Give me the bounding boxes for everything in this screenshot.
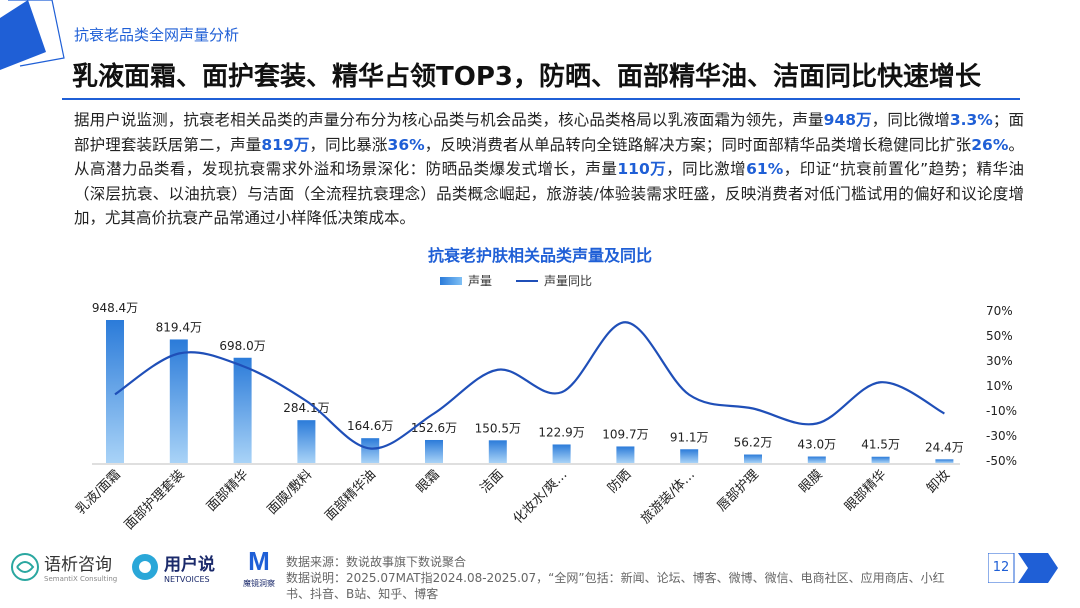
summary-highlight: 3.3% [949,111,993,129]
data-note-line: 数据说明：2025.07MAT指2024.08-2025.07，“全网”包括：新… [286,571,945,601]
y2-tick-label: 70% [986,304,1013,318]
summary-text: ，同比暴涨 [309,135,388,154]
bar-7 [488,440,507,463]
mojing-logo-icon: M [248,546,270,576]
yoy-series-line [114,321,945,450]
chart-title: 抗衰老护肤相关品类声量及同比 [427,246,652,265]
y2-tick-label: 30% [986,354,1013,368]
legend-label-bar: 声量 [468,274,493,288]
legend-item-bar: 声量 [440,272,492,289]
bar-value-label: 43.0万 [797,438,836,452]
data-source-line: 数据来源：数说故事旗下数说聚合 [286,555,467,569]
legend-item-line: 声量同比 [516,272,592,289]
summary-text: ，反映消费者从单品转向全链路解决方案；同时面部精华品类增长稳健同比扩张 [424,135,972,154]
mojing-logo-mark: M [248,548,270,574]
mojing-logo: M 魔镜洞察 [234,546,284,589]
summary-text: ；面部护理套装跃居第二，声量 [74,111,1024,154]
summary-highlight: 26% [971,135,1009,154]
category-tick-label: 卸妆 [924,467,954,497]
legend-label-line: 声量同比 [544,274,593,288]
category-tick-label: 唇部护理 [714,467,761,514]
bar-value-label: 56.2万 [734,436,773,450]
bar-value-label: 698.0万 [219,339,265,353]
bar-value-label: 152.6万 [411,421,457,435]
bar-value-label: 109.7万 [602,427,648,441]
section-title: 抗衰老品类全网声量分析 [74,26,240,44]
bar-11 [744,454,762,463]
bar-10 [680,449,699,463]
y2-tick-label: 10% [986,379,1013,393]
category-tick-label: 面部精华油 [322,467,379,524]
netvoices-logo-icon [132,554,158,580]
page-number: 12 [992,560,1010,575]
summary-text: ，印证“抗衰前置化”趋势；精华油（深层抗衰、以油抗衰）与洁面（全流程抗衰理念）品… [74,160,1024,227]
bar-3 [233,357,252,463]
bar-5 [361,438,380,463]
y2-tick-label: -30% [986,429,1017,443]
summary-paragraph: 据用户说监测，抗衰老相关品类的声量分布分为核心品类与机会品类，核心品类格局以乳液… [74,108,1024,231]
semantix-logo-name: 语析咨询 [44,555,112,575]
bar-14 [935,459,954,463]
bar-4 [297,420,316,463]
category-tick-label: 旅游装/体… [638,467,698,527]
summary-text: ，同比激增 [666,160,747,178]
category-tick-label: 防晒 [605,467,635,497]
semantix-logo-icon [11,552,39,581]
category-tick-label: 面部精华 [204,467,251,514]
summary-highlight: 819万 [261,135,310,154]
bar-1 [106,320,124,463]
bar-value-label: 41.5万 [861,438,900,452]
summary-highlight: 61% [746,160,784,178]
bar-12 [807,456,826,463]
category-tick-label: 洁面 [478,467,507,496]
semantix-logo-sub: SemantiX Consulting [44,575,118,583]
chart-legend: 声量 声量同比 [440,272,608,289]
page-headline: 乳液面霜、面护套装、精华占领TOP3，防晒、面部精华油、洁面同比快速增长 [72,62,981,92]
bar-value-label: 24.4万 [925,440,964,454]
bar-13 [871,456,890,463]
bar-value-label: 164.6万 [347,419,393,433]
summary-highlight: 110万 [617,160,667,178]
y2-tick-label: -50% [986,454,1017,468]
page-number-shape [988,553,1058,583]
category-tick-label: 眼部精华 [842,467,889,514]
page-number-badge: 12 [988,553,1058,583]
category-tick-label: 面膜/敷料 [265,467,315,517]
bar-8 [552,444,571,463]
bar-value-label: 122.9万 [538,425,584,439]
bar-value-label: 819.4万 [156,320,202,334]
headline-divider [62,98,1020,100]
category-tick-label: 化妆水/爽… [511,467,571,527]
legend-bar-swatch [440,276,462,285]
legend-line-swatch [516,279,539,282]
summary-text: ，同比微增 [871,111,950,129]
category-tick-label: 眼膜 [797,467,826,496]
corner-decoration [0,0,65,70]
bar-2 [169,339,188,463]
mojing-logo-name: 魔镜洞察 [243,579,275,588]
bar-6 [425,439,443,463]
netvoices-logo-sub: NETVOICES [164,575,210,584]
summary-highlight: 36% [387,135,425,154]
y2-tick-label: 50% [986,329,1013,343]
summary-text: 据用户说监测，抗衰老相关品类的声量分布分为核心品类与机会品类，核心品类格局以乳液… [74,111,824,129]
bar-value-label: 150.5万 [475,421,521,435]
summary-text: 。从高潜力品类看，发现抗衰需求外溢和场景深化：防晒品类爆发式增长，声量 [74,135,1024,179]
category-tick-label: 眼霜 [414,467,443,496]
bar-value-label: 91.1万 [670,430,709,444]
summary-highlight: 948万 [823,111,872,129]
y2-tick-label: -10% [986,404,1017,418]
bar-value-label: 284.1万 [283,401,329,415]
bar-value-label: 948.4万 [92,301,138,315]
category-tick-label: 乳液/面霜 [73,467,123,517]
category-tick-label: 面部护理套装 [121,467,187,533]
netvoices-logo: 用户说 NETVOICES [130,550,215,584]
data-source-note: 数据来源：数说故事旗下数说聚合 数据说明：2025.07MAT指2024.08-… [286,554,946,602]
netvoices-logo-name: 用户说 [164,555,215,575]
bar-9 [616,446,635,463]
semantix-logo: 语析咨询 SemantiX Consulting [10,550,117,583]
